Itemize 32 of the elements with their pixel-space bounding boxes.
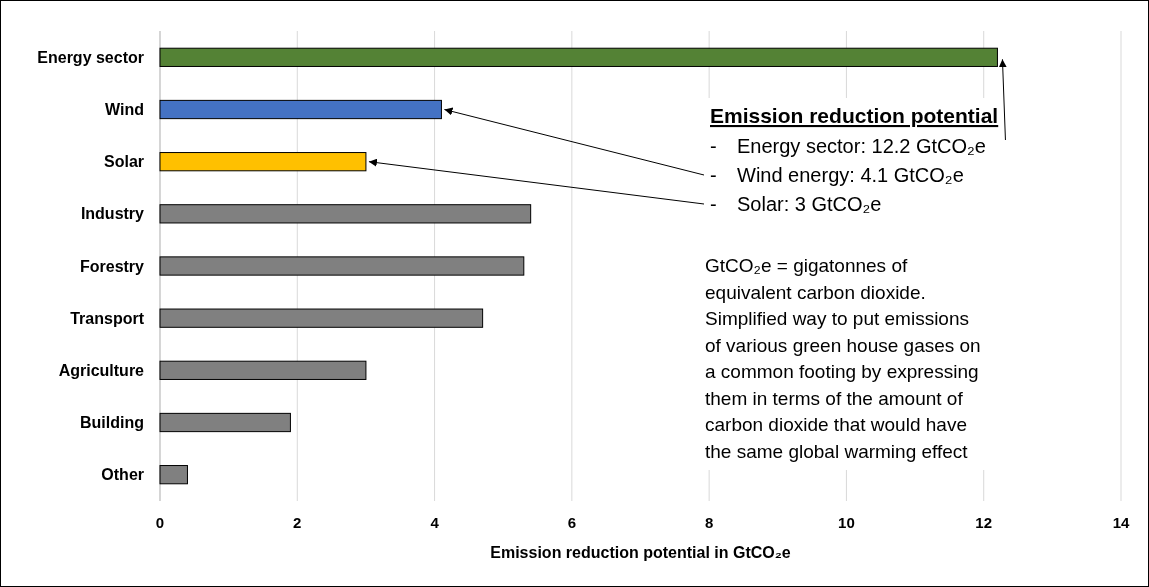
y-tick-label: Building: [80, 414, 144, 432]
y-tick-label: Transport: [70, 309, 145, 327]
y-tick-label: Forestry: [79, 257, 145, 275]
y-tick-label: Agriculture: [58, 361, 145, 379]
bar: [159, 152, 367, 172]
annotation: Emission reduction potential: [710, 104, 999, 127]
annotation: - Wind energy: 4.1 GtCO₂e: [710, 164, 964, 186]
x-tick-label: 0: [155, 514, 165, 531]
bar: [159, 99, 442, 120]
bar: [159, 360, 367, 380]
x-tick-label: 4: [430, 514, 440, 531]
bar: [159, 308, 484, 328]
y-tick-label: Other: [101, 466, 144, 484]
bar: [159, 47, 998, 67]
bar: [159, 412, 291, 433]
x-tick-label: 2: [293, 514, 302, 531]
annotation: GtCO₂e = gigatonnes of equivalent carbon dioxide. Simplified way to put emissions of various green house gases on a common footing by expressing them in terms of the amount of carbon dioxide that would have the same global warming effect: [705, 255, 981, 462]
y-tick-label: Wind: [105, 101, 144, 119]
x-tick-label: 6: [567, 514, 577, 531]
bar: [159, 204, 532, 224]
y-tick-label: Industry: [80, 205, 145, 223]
annotation: - Solar: 3 GtCO₂e: [710, 193, 882, 215]
x-tick-label: 12: [975, 514, 993, 531]
x-tick-label: 14: [1112, 514, 1130, 531]
bar: [159, 256, 525, 276]
bar: [159, 465, 188, 485]
annotation: - Energy sector: 12.2 GtCO₂e: [710, 135, 986, 157]
y-tick-label: Solar: [103, 153, 144, 171]
x-tick-label: 10: [838, 514, 855, 531]
y-tick-label: Energy sector: [37, 48, 144, 66]
x-tick-label: 8: [704, 514, 714, 531]
x-axis-title: Emission reduction potential in GtCO₂e: [490, 544, 791, 561]
